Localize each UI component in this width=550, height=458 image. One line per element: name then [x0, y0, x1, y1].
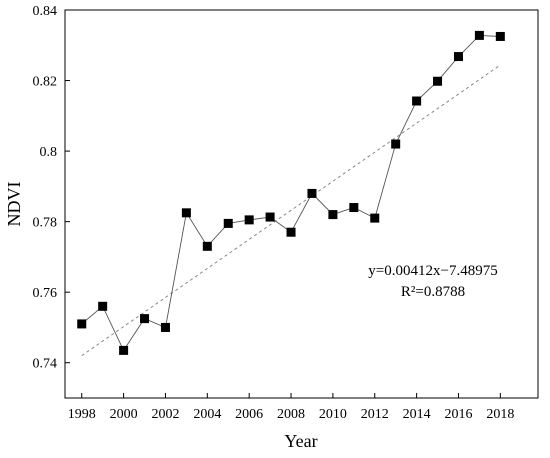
x-tick-label: 2006 [235, 407, 263, 422]
data-point [244, 215, 254, 225]
data-point [98, 301, 108, 311]
regression-equation: y=0.00412x−7.48975 [368, 263, 497, 279]
data-point [223, 218, 233, 228]
y-tick-label: 0.8 [40, 145, 58, 160]
data-point [433, 76, 443, 86]
data-point [181, 208, 191, 218]
x-tick-label: 2000 [110, 407, 138, 422]
data-point [77, 319, 87, 329]
x-tick-label: 2014 [403, 407, 431, 422]
data-point [265, 212, 275, 222]
data-point [202, 241, 212, 251]
x-tick-label: 2010 [319, 407, 347, 422]
trendline-layer [81, 64, 501, 357]
y-axis-title: NDVI [4, 182, 24, 227]
data-point [453, 52, 463, 62]
data-point [349, 203, 359, 213]
y-tick-label: 0.82 [33, 75, 58, 90]
x-tick-label: 2008 [277, 407, 305, 422]
y-tick-label: 0.76 [33, 286, 58, 301]
data-point [286, 227, 296, 237]
axis-layer: 1998 2000 2002 2004 2006 2008 2010 2012 2014 2016… [33, 4, 515, 422]
y-tick-label: 0.78 [33, 216, 58, 231]
x-tick-label: 2018 [486, 407, 514, 422]
data-point [474, 30, 484, 40]
r-squared: R²=0.8788 [401, 284, 465, 300]
data-point [160, 322, 170, 332]
data-point [495, 31, 505, 41]
x-tick-label: 2012 [361, 407, 389, 422]
trendline [81, 64, 501, 357]
x-tick-label: 1998 [68, 407, 96, 422]
data-point [140, 314, 150, 324]
plot-frame [64, 9, 539, 399]
data-point [391, 139, 401, 149]
y-tick-label: 0.74 [33, 357, 58, 372]
data-point [119, 345, 129, 355]
x-axis-title: Year [284, 431, 317, 451]
x-tick-label: 2004 [193, 407, 221, 422]
x-tick-label: 2016 [444, 407, 472, 422]
series-layer [77, 30, 505, 355]
data-point [412, 96, 422, 106]
data-point [307, 188, 317, 198]
y-tick-label: 0.84 [33, 4, 58, 19]
data-point [328, 210, 338, 220]
x-tick-label: 2002 [151, 407, 179, 422]
data-point [370, 213, 380, 223]
